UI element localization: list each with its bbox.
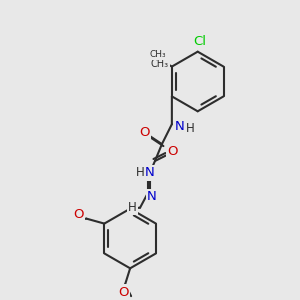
Text: O: O bbox=[168, 145, 178, 158]
Text: H: H bbox=[128, 201, 136, 214]
Text: CH₃: CH₃ bbox=[149, 50, 166, 59]
Text: H: H bbox=[136, 167, 144, 179]
Text: N: N bbox=[175, 120, 185, 133]
Text: CH₃: CH₃ bbox=[151, 58, 169, 69]
Text: H: H bbox=[186, 122, 195, 135]
Text: N: N bbox=[145, 167, 155, 179]
Text: Cl: Cl bbox=[193, 35, 206, 48]
Text: O: O bbox=[73, 208, 84, 221]
Text: O: O bbox=[139, 126, 149, 139]
Text: O: O bbox=[118, 286, 128, 299]
Text: N: N bbox=[147, 190, 157, 203]
